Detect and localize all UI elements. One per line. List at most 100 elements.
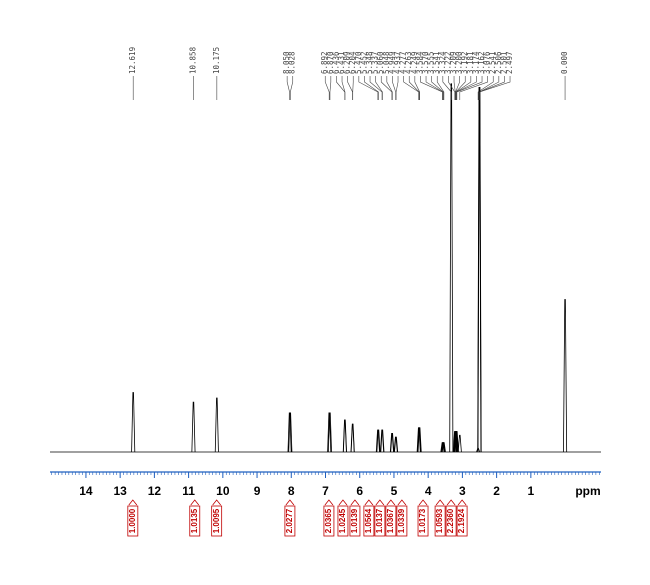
peak-label: 5.470 (354, 51, 363, 74)
peak (350, 423, 355, 453)
integral-label: 1.0095 (212, 508, 221, 533)
x-tick-label: 2 (493, 484, 500, 498)
peak (449, 83, 454, 453)
integral-label: 1.0245 (338, 508, 347, 533)
peak-label: 6.204 (348, 51, 357, 74)
peak-label: 3.541 (432, 51, 441, 74)
peak-label: 4.937 (393, 51, 402, 74)
peak-label: 3.324 (438, 51, 447, 74)
integral-box (456, 505, 468, 537)
integral-label: 1.0339 (397, 508, 406, 533)
peak-label: 2.497 (505, 51, 514, 74)
x-tick-label: 11 (182, 484, 195, 498)
integral-box (349, 505, 361, 537)
x-tick-label: 7 (322, 484, 329, 498)
integral-bracket (375, 499, 385, 506)
peak-connector (442, 76, 452, 100)
peak-connector (286, 76, 290, 100)
peak-label: 3.584 (415, 51, 424, 74)
peak-label: 2.541 (488, 51, 497, 74)
peak (191, 401, 196, 453)
integral-label: 2.0277 (285, 508, 294, 533)
peak (454, 431, 459, 453)
integral-label: 2.0365 (324, 508, 333, 533)
integral-label: 1.0593 (435, 508, 444, 533)
x-tick-label: 14 (79, 484, 93, 498)
peak-connector (456, 76, 477, 100)
integral-bracket (338, 499, 348, 506)
peak-label: 3.174 (471, 51, 480, 74)
peak-connector (459, 76, 488, 100)
integral-label: 1.0139 (350, 508, 359, 533)
peak-connector (395, 76, 399, 100)
integral-label: 1.0564 (364, 508, 373, 533)
peak-label: 10.858 (188, 46, 197, 74)
peak-label: 6.436 (331, 51, 340, 74)
peak-connector (358, 76, 379, 100)
peak-label: 4.277 (399, 51, 408, 74)
peak-label: 0.000 (560, 51, 569, 74)
x-tick-label: 3 (459, 484, 466, 498)
peak-label: 3.209 (449, 51, 458, 74)
peak-connector (364, 76, 379, 100)
integral-label: 1.0135 (190, 508, 199, 533)
peak (477, 87, 482, 453)
peak-connector (347, 76, 353, 100)
peak (457, 434, 462, 453)
peak-connector (324, 76, 330, 100)
integral-box (337, 505, 349, 537)
peak-connector (392, 76, 396, 100)
integral-bracket (397, 499, 407, 506)
x-tick-label: 9 (254, 484, 261, 498)
integral-bracket (386, 499, 396, 506)
peak-label: 8.028 (288, 51, 297, 74)
integral-bracket (190, 499, 200, 506)
integral-box (127, 505, 139, 537)
peak (376, 429, 381, 453)
integral-bracket (435, 499, 445, 506)
peak-connector (403, 76, 419, 100)
integral-box (284, 505, 296, 537)
peak-connector (341, 76, 346, 100)
peak-label: 3.181 (466, 51, 475, 74)
peak-connector (436, 76, 445, 100)
peak-connector (375, 76, 383, 100)
peak-label: 3.222 (443, 51, 452, 74)
integral-label: 1.0000 (128, 508, 137, 533)
integral-box (374, 505, 386, 537)
integral-box (211, 505, 223, 537)
x-tick-label: 1 (527, 484, 534, 498)
x-tick-label: 4 (425, 484, 432, 498)
integral-label: 2.1924 (457, 508, 466, 533)
integral-label: 1.0137 (375, 508, 384, 533)
integral-box (434, 505, 446, 537)
x-tick-label: 13 (113, 484, 127, 498)
peak (342, 419, 347, 453)
peak-label: 3.200 (455, 51, 464, 74)
peak-connector (479, 76, 511, 100)
peak (288, 412, 293, 453)
peak-label: 3.192 (460, 51, 469, 74)
peak (563, 299, 568, 453)
peak-connector (329, 76, 332, 100)
peak-connector (425, 76, 444, 100)
peak (380, 429, 385, 453)
integral-box (363, 505, 375, 537)
peak-connector (369, 76, 383, 100)
peak (417, 427, 422, 453)
peak-label: 4.949 (387, 51, 396, 74)
integral-bracket (324, 499, 334, 506)
integral-bracket (364, 499, 374, 506)
peak (131, 392, 136, 453)
x-tick-label: 10 (216, 484, 230, 498)
peak-label: 5.337 (371, 51, 380, 74)
peak-connector (455, 76, 472, 100)
x-axis-label: ppm (575, 484, 600, 498)
peak (214, 397, 219, 453)
integral-bracket (128, 499, 138, 506)
peak-label: 2.501 (499, 51, 508, 74)
peak-connector (408, 76, 420, 100)
peak-label: 4.263 (404, 51, 413, 74)
peak-label: 4.249 (410, 51, 419, 74)
